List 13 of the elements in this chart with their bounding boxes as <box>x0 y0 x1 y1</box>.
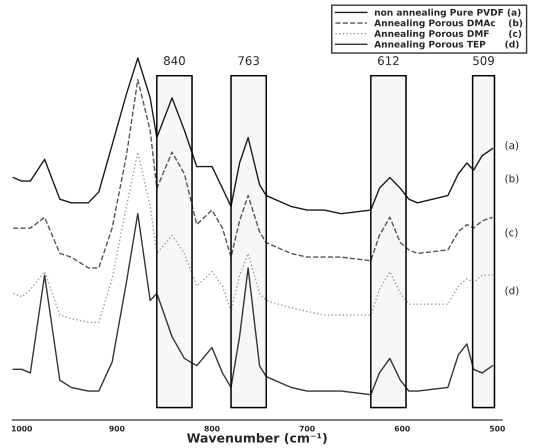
legend-label: Annealing Porous DMAc (b) <box>374 19 522 28</box>
legend-label: Annealing Porous TEP (d) <box>374 40 519 50</box>
band-label: 763 <box>238 56 259 66</box>
text: (d) <box>505 286 518 296</box>
band-label: 509 <box>473 56 494 66</box>
band-label: 840 <box>164 56 185 66</box>
band-label: 612 <box>378 56 399 66</box>
text: (a) <box>505 141 518 150</box>
legend-label: Annealing Porous DMF (c) <box>374 30 522 39</box>
text: (b) <box>505 174 518 184</box>
x-axis-title: Wavenumber (cm⁻¹) <box>187 432 327 444</box>
text: (c) <box>505 228 518 238</box>
legend-label: non annealing Pure PVDF (a) <box>374 8 520 18</box>
